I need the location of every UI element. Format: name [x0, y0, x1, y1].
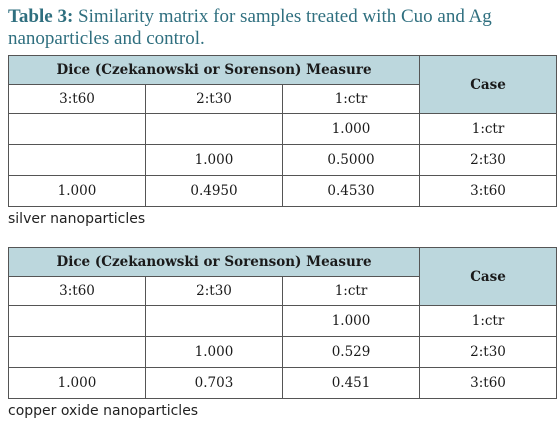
table-note: silver nanoparticles	[8, 211, 146, 227]
table-cell: 1.000	[145, 144, 283, 176]
table-cell: 1.000	[281, 305, 421, 337]
table-cell: 0.529	[281, 336, 421, 368]
table-cell: 0.4530	[281, 175, 421, 207]
table-row: 1.000 0.703 0.451 3:t60	[8, 367, 558, 399]
measure-header: Dice (Czekanowski or Sorenson) Measure	[7, 247, 421, 277]
caption-text: Similarity matrix for samples treated wi…	[8, 6, 492, 49]
column-header: 1:ctr	[281, 84, 421, 114]
table-row: 1.000 0.5000 2:t30	[8, 144, 558, 176]
table-cell: 1.000	[8, 175, 146, 207]
case-cell: 2:t30	[419, 336, 558, 368]
table-row: 1.000 1:ctr	[8, 305, 558, 337]
table-row: 1.000 0.4950 0.4530 3:t60	[8, 175, 558, 207]
case-cell: 1:ctr	[419, 113, 558, 145]
column-header: 2:t30	[145, 84, 283, 114]
caption-label: Table 3:	[8, 6, 74, 27]
table-cell: 0.451	[281, 367, 421, 399]
similarity-table-copper-oxide: Dice (Czekanowski or Sorenson) Measure C…	[7, 247, 558, 399]
table-cell: 0.5000	[281, 144, 421, 176]
table-cell: 0.703	[145, 367, 283, 399]
case-header: Case	[419, 247, 558, 306]
table-cell	[145, 305, 283, 337]
case-cell: 3:t60	[419, 175, 558, 207]
table-note: copper oxide nanoparticles	[8, 403, 199, 419]
similarity-table-silver: Dice (Czekanowski or Sorenson) Measure C…	[7, 55, 558, 207]
column-header: 3:t60	[8, 84, 146, 114]
table-cell	[8, 144, 146, 176]
column-header: 1:ctr	[281, 276, 421, 306]
table-cell	[8, 113, 146, 145]
table-row: 1.000 1:ctr	[8, 113, 558, 145]
case-header: Case	[419, 55, 558, 114]
table-cell	[8, 305, 146, 337]
table-cell: 1.000	[8, 367, 146, 399]
case-cell: 1:ctr	[419, 305, 558, 337]
table-cell: 1.000	[281, 113, 421, 145]
measure-header: Dice (Czekanowski or Sorenson) Measure	[7, 55, 421, 85]
table-row: 1.000 0.529 2:t30	[8, 336, 558, 368]
column-header: 2:t30	[145, 276, 283, 306]
table-caption: Table 3: Similarity matrix for samples t…	[8, 6, 556, 50]
table-cell: 1.000	[145, 336, 283, 368]
table-cell: 0.4950	[145, 175, 283, 207]
column-header: 3:t60	[8, 276, 146, 306]
table-cell	[8, 336, 146, 368]
table-cell	[145, 113, 283, 145]
case-cell: 2:t30	[419, 144, 558, 176]
case-cell: 3:t60	[419, 367, 558, 399]
